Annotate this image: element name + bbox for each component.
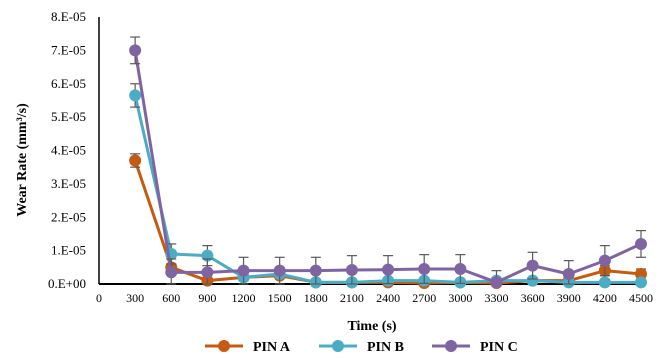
data-point: [129, 154, 142, 167]
x-tick-label: 1200: [232, 291, 256, 305]
series-line: [133, 50, 642, 284]
data-point: [526, 274, 539, 287]
data-point: [201, 266, 214, 279]
x-tick-label: 3000: [448, 291, 472, 305]
legend-item: PIN A: [205, 340, 291, 355]
legend: PIN A PIN B PIN C: [205, 340, 518, 355]
series-layer: [129, 36, 647, 289]
x-tick-label: 0: [96, 291, 102, 305]
legend-label: PIN B: [367, 340, 404, 355]
x-tick-label: 300: [126, 291, 144, 305]
x-tick-label: 600: [162, 291, 180, 305]
x-tick-label: 3900: [557, 291, 581, 305]
x-tick-label: 2100: [340, 291, 364, 305]
y-tick-labels: 0.E+00 1.E-05 2.E-05 3.E-05 4.E-05 5.E-05 6.E-…: [48, 9, 86, 291]
y-axis-title: Wear Rate (mm³/s): [15, 103, 30, 217]
legend-label: PIN C: [480, 340, 518, 355]
axes: [98, 17, 641, 285]
data-point: [598, 276, 611, 289]
data-point: [562, 267, 575, 280]
data-point: [454, 262, 467, 275]
data-point: [635, 267, 647, 280]
series-pin-c: [129, 36, 647, 289]
x-tick-label: 1500: [268, 291, 292, 305]
y-tick-label: 7.E-05: [51, 42, 86, 57]
data-point: [237, 264, 250, 277]
x-tick-label: 2700: [412, 291, 436, 305]
x-tick-label: 3300: [484, 291, 508, 305]
x-tick-label: 3600: [521, 291, 545, 305]
x-tick-label: 4200: [593, 291, 617, 305]
y-tick-label: 8.E-05: [51, 9, 86, 24]
legend-swatch-marker: [332, 340, 344, 352]
y-tick-label: 0.E+00: [48, 276, 86, 291]
data-point: [635, 276, 647, 289]
y-tick-label: 2.E-05: [51, 209, 86, 224]
data-point: [273, 264, 286, 277]
legend-item: PIN C: [432, 340, 518, 355]
y-tick-label: 1.E-05: [51, 243, 86, 258]
legend-label: PIN A: [253, 340, 291, 355]
x-tick-labels: 0 300 600 900 1200 1500 1800 2100 2400 2700 3000 33…: [96, 291, 653, 305]
legend-swatch-marker: [445, 340, 457, 352]
legend-item: PIN B: [319, 340, 404, 355]
x-tick-label: 2400: [376, 291, 400, 305]
data-point: [598, 254, 611, 267]
y-tick-label: 6.E-05: [51, 76, 86, 91]
y-tick-label: 3.E-05: [51, 176, 86, 191]
data-point: [309, 264, 322, 277]
data-point: [418, 262, 431, 275]
legend-swatch-marker: [218, 340, 230, 352]
data-point: [526, 259, 539, 272]
x-tick-label: 4500: [629, 291, 653, 305]
y-tick-label: 4.E-05: [51, 143, 86, 158]
data-point: [129, 44, 142, 57]
y-tick-label: 5.E-05: [51, 109, 86, 124]
data-point: [635, 237, 647, 250]
data-point: [129, 89, 142, 102]
x-tick-label: 900: [198, 291, 216, 305]
data-point: [490, 276, 503, 289]
x-tick-label: 1800: [304, 291, 328, 305]
data-point: [345, 263, 358, 276]
data-point: [382, 263, 395, 276]
data-point: [165, 266, 178, 279]
x-axis-title: Time (s): [347, 319, 396, 334]
